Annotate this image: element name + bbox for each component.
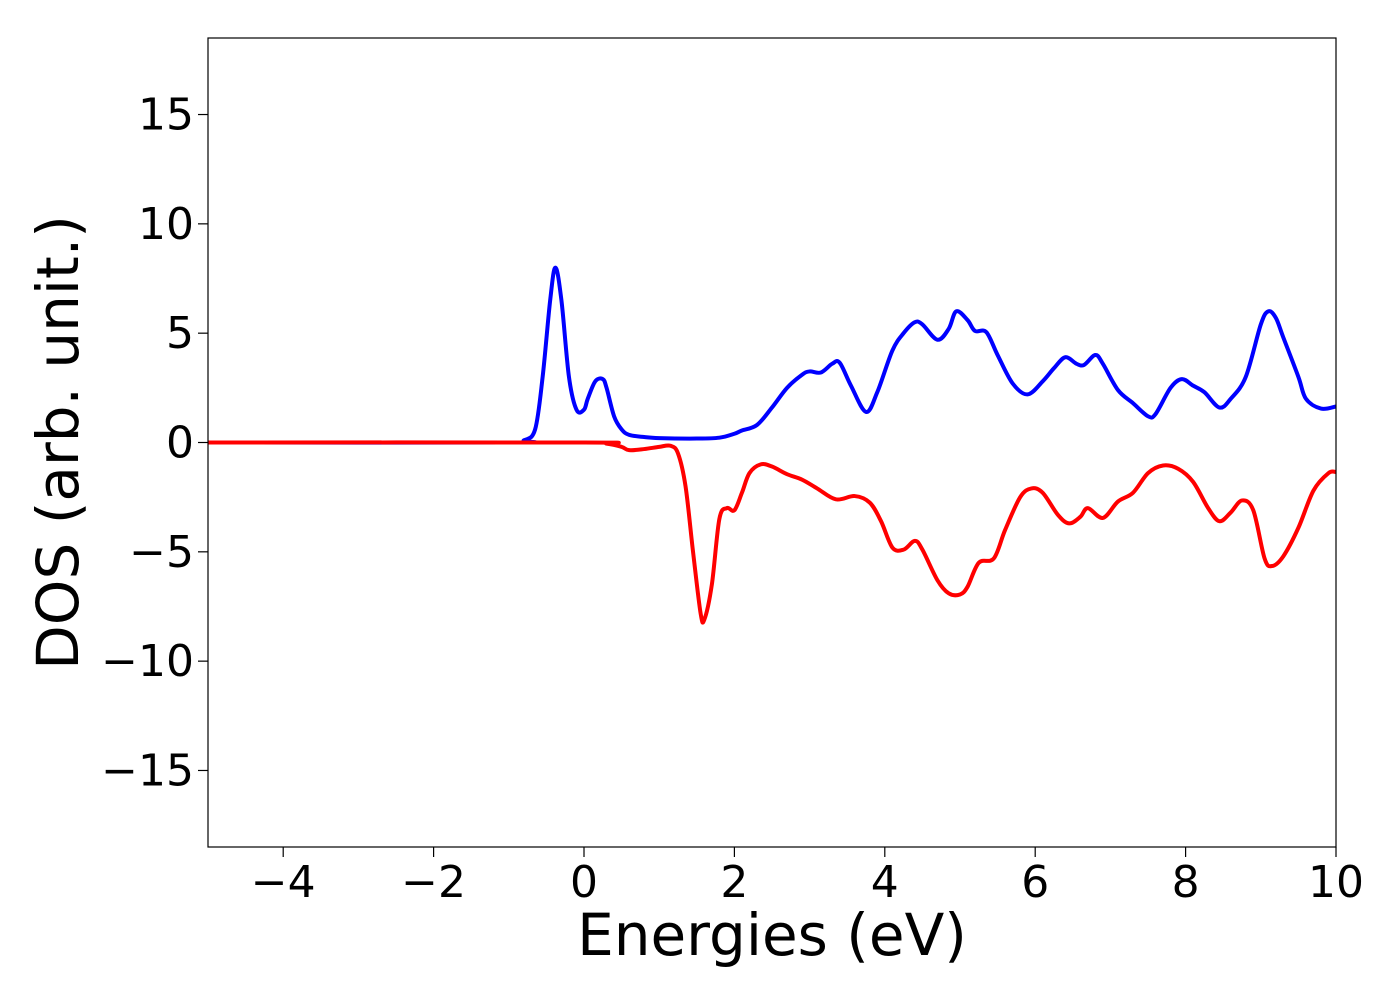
x-tick-label: −2 <box>401 857 466 908</box>
y-tick-label: −15 <box>101 745 194 796</box>
x-tick-label: 2 <box>720 857 748 908</box>
x-tick-label: 0 <box>570 857 598 908</box>
y-tick-label: −5 <box>129 527 194 578</box>
y-tick-label: 5 <box>166 308 194 359</box>
x-tick-label: 6 <box>1021 857 1049 908</box>
x-tick-label: 8 <box>1172 857 1200 908</box>
x-axis-title: Energies (eV) <box>577 901 967 969</box>
y-tick-label: 10 <box>138 199 194 250</box>
series-line-blue <box>208 265 1336 445</box>
x-tick-label: 10 <box>1308 857 1364 908</box>
series-layer <box>208 265 1336 625</box>
series-line-red <box>208 440 1336 625</box>
y-axis-title: DOS (arb. unit.) <box>24 215 92 670</box>
x-tick-label: −4 <box>251 857 316 908</box>
y-tick-label: 0 <box>166 418 194 469</box>
y-axis-ticks: −15 −10 −5 0 5 10 15 <box>101 90 208 796</box>
y-tick-label: 15 <box>138 90 194 141</box>
x-axis-ticks: −4 −2 0 2 4 6 8 10 <box>251 847 1364 908</box>
y-tick-label: −10 <box>101 636 194 687</box>
x-tick-label: 4 <box>871 857 899 908</box>
